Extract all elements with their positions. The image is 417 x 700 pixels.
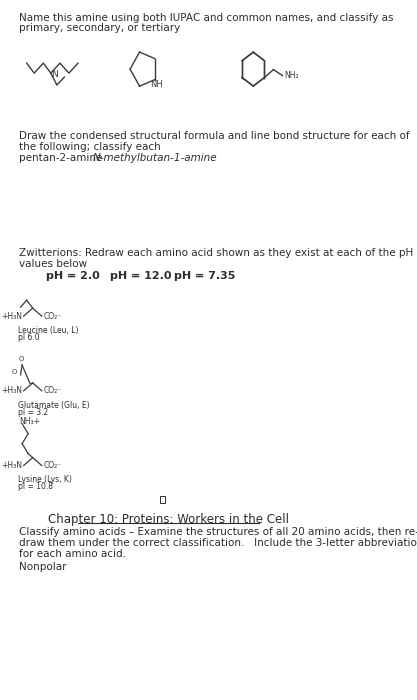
Text: values below: values below [19, 260, 87, 270]
Text: draw them under the correct classification.   Include the 3-letter abbreviation: draw them under the correct classificati… [19, 538, 417, 548]
Bar [160, 496, 165, 503]
Text: primary, secondary, or tertiary: primary, secondary, or tertiary [19, 23, 180, 34]
Text: N: N [52, 69, 58, 78]
Text: pI = 10.8: pI = 10.8 [18, 482, 53, 491]
Text: +H₃N: +H₃N [1, 312, 22, 321]
Text: CO₂⁻: CO₂⁻ [43, 386, 62, 395]
Text: +H₃N: +H₃N [1, 461, 22, 470]
Text: CO₂⁻: CO₂⁻ [43, 461, 62, 470]
Text: Chapter 10: Proteins: Workers in the Cell: Chapter 10: Proteins: Workers in the Cel… [48, 513, 289, 526]
Text: CO₂⁻: CO₂⁻ [43, 312, 62, 321]
Text: Leucine (Leu, L): Leucine (Leu, L) [18, 326, 78, 335]
Text: Lysine (Lys, K): Lysine (Lys, K) [18, 475, 71, 484]
Text: Classify amino acids – Examine the structures of all 20 amino acids, then re-: Classify amino acids – Examine the struc… [19, 527, 417, 538]
Text: for each amino acid.: for each amino acid. [19, 550, 126, 559]
Text: pI = 3.2: pI = 3.2 [18, 408, 48, 416]
Text: pH = 12.0: pH = 12.0 [110, 272, 171, 281]
Text: NH₃+: NH₃+ [19, 417, 40, 426]
Text: Nonpolar: Nonpolar [19, 562, 67, 572]
Text: O: O [19, 356, 24, 362]
Text: pH = 2.0: pH = 2.0 [45, 272, 99, 281]
Text: Name this amine using both IUPAC and common names, and classify as: Name this amine using both IUPAC and com… [19, 13, 394, 23]
Text: Zwitterions: Redraw each amino acid shown as they exist at each of the pH: Zwitterions: Redraw each amino acid show… [19, 248, 413, 258]
Text: pI 6.0: pI 6.0 [18, 333, 39, 342]
Text: pH = 7.35: pH = 7.35 [174, 272, 235, 281]
Text: Glutamate (Glu, E): Glutamate (Glu, E) [18, 401, 89, 410]
Text: NH₂: NH₂ [284, 71, 299, 80]
Text: Draw the condensed structural formula and line bond structure for each of: Draw the condensed structural formula an… [19, 131, 410, 141]
Text: O: O [12, 369, 17, 375]
Text: pentan-2-amine: pentan-2-amine [19, 153, 103, 163]
Text: NH: NH [150, 80, 163, 89]
Text: N-methylbutan-1-amine: N-methylbutan-1-amine [93, 153, 218, 163]
Text: +H₃N: +H₃N [1, 386, 22, 395]
Text: the following; classify each: the following; classify each [19, 142, 161, 152]
